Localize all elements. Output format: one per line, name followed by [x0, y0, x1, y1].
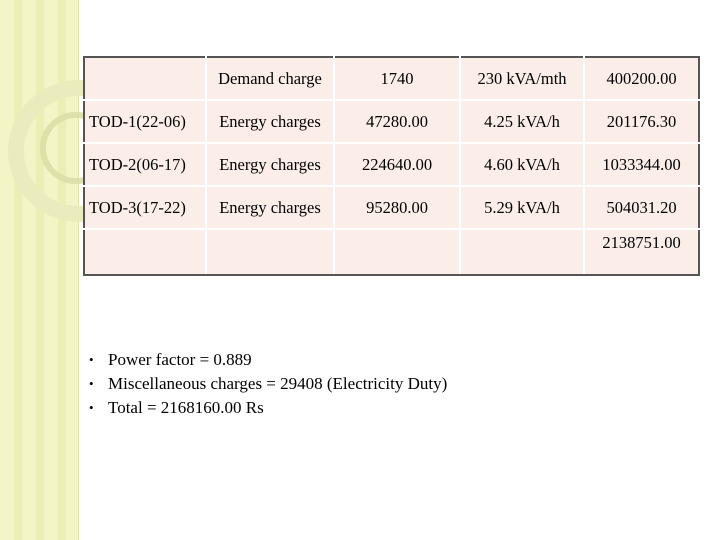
- bullet-text: Miscellaneous charges = 29408 (Electrici…: [108, 374, 448, 393]
- table-cell: [83, 228, 207, 276]
- table-cell: [333, 228, 461, 276]
- bullet-total: • Total = 2168160.00 Rs: [89, 396, 447, 420]
- table-cell: 504031.20: [583, 185, 700, 230]
- table-cell: 47280.00: [333, 99, 461, 144]
- table-cell: Energy charges: [205, 185, 335, 230]
- table-row: TOD-1(22-06) Energy charges 47280.00 4.2…: [83, 99, 700, 144]
- table-cell: 4.60 kVA/h: [459, 142, 585, 187]
- table-cell: TOD-3(17-22): [83, 185, 207, 230]
- table-cell: 400200.00: [583, 56, 700, 101]
- table-cell: 201176.30: [583, 99, 700, 144]
- table-cell: 224640.00: [333, 142, 461, 187]
- table-cell: 95280.00: [333, 185, 461, 230]
- charges-table: Demand charge 1740 230 kVA/mth 400200.00…: [83, 56, 700, 276]
- table-cell: 1033344.00: [583, 142, 700, 187]
- bullet-misc-charges: • Miscellaneous charges = 29408 (Electric…: [89, 372, 447, 396]
- table-cell: 5.29 kVA/h: [459, 185, 585, 230]
- bullet-power-factor: • Power factor = 0.889: [89, 348, 447, 372]
- bullet-text: Power factor = 0.889: [108, 350, 252, 369]
- table-cell: 1740: [333, 56, 461, 101]
- decorative-stripe: [36, 0, 44, 540]
- table-cell: 230 kVA/mth: [459, 56, 585, 101]
- table-cell: TOD-1(22-06): [83, 99, 207, 144]
- decorative-stripe: [14, 0, 22, 540]
- table-cell: TOD-2(06-17): [83, 142, 207, 187]
- bullet-text: Total = 2168160.00 Rs: [108, 398, 264, 417]
- table-row-total: 2138751.00: [83, 228, 700, 276]
- table-row: TOD-2(06-17) Energy charges 224640.00 4.…: [83, 142, 700, 187]
- grand-total-cell: 2138751.00: [583, 228, 700, 276]
- bullet-dot-icon: •: [89, 352, 94, 367]
- summary-bullet-list: • Power factor = 0.889 • Miscellaneous cha…: [89, 348, 447, 420]
- table-cell: [205, 228, 335, 276]
- table-cell: Energy charges: [205, 99, 335, 144]
- table-cell: Energy charges: [205, 142, 335, 187]
- table-row: TOD-3(17-22) Energy charges 95280.00 5.2…: [83, 185, 700, 230]
- table-row: Demand charge 1740 230 kVA/mth 400200.00: [83, 56, 700, 101]
- table-cell: [459, 228, 585, 276]
- decorative-stripe: [58, 0, 66, 540]
- bullet-dot-icon: •: [89, 400, 94, 415]
- bullet-dot-icon: •: [89, 376, 94, 391]
- table-cell: [83, 56, 207, 101]
- table-cell: Demand charge: [205, 56, 335, 101]
- table-cell: 4.25 kVA/h: [459, 99, 585, 144]
